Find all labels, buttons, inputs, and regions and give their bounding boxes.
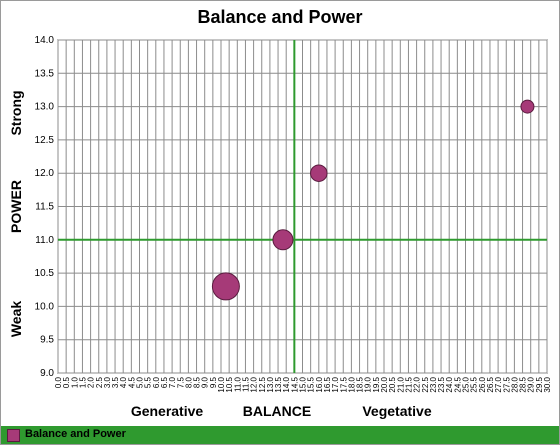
x-tick-label: 5.0	[136, 376, 145, 388]
x-tick-label: 8.0	[184, 376, 193, 388]
x-tick-label: 1.0	[70, 376, 79, 388]
x-tick-label: 6.5	[160, 376, 169, 388]
x-tick-label: 18.5	[356, 376, 365, 392]
x-tick-label: 20.0	[380, 376, 389, 392]
x-axis-label: BALANCE	[243, 403, 311, 419]
y-tick-label: 11.5	[35, 202, 54, 213]
x-tick-label: 17.0	[331, 376, 340, 392]
x-tick-label: 30.0	[543, 376, 552, 392]
x-tick-label: 0.0	[54, 376, 63, 388]
x-tick-label: 7.0	[168, 376, 177, 388]
x-tick-label: 5.5	[144, 376, 153, 388]
x-tick-label: 8.5	[193, 376, 202, 388]
x-tick-label: 14.0	[282, 376, 291, 392]
x-tick-label: 12.5	[258, 376, 267, 392]
y-tick-label: 13.5	[35, 68, 55, 79]
x-tick-label: 19.5	[372, 376, 381, 392]
x-tick-label: 4.5	[127, 376, 136, 388]
x-tick-label: 16.5	[323, 376, 332, 392]
x-tick-label: 24.5	[453, 376, 462, 392]
x-tick-label: 21.0	[396, 376, 405, 392]
y-tick-label: 10.5	[35, 268, 55, 279]
chart-title: Balance and Power	[197, 7, 363, 27]
x-tick-label: 13.0	[266, 376, 275, 392]
x-tick-label: 21.5	[404, 376, 413, 392]
reference-lines	[58, 40, 547, 373]
x-tick-label: 3.0	[103, 376, 112, 388]
x-tick-label: 25.5	[470, 376, 479, 392]
x-tick-label: 6.0	[152, 376, 161, 388]
x-tick-label: 20.5	[388, 376, 397, 392]
y-tick-label: 9.5	[40, 335, 54, 346]
y-tick-label: 11.0	[35, 235, 54, 246]
y-annotation-strong: Strong	[8, 90, 24, 135]
grid-lines	[57, 39, 548, 374]
y-tick-label: 14.0	[35, 35, 55, 46]
x-tick-label: 1.5	[78, 376, 87, 388]
x-tick-label: 11.5	[241, 376, 250, 392]
x-tick-label: 11.0	[233, 376, 242, 392]
y-tick-label: 12.5	[35, 135, 55, 146]
legend-swatch	[7, 429, 20, 442]
x-tick-label: 27.5	[502, 376, 511, 392]
x-tick-label: 9.5	[209, 376, 218, 388]
x-tick-label: 19.0	[364, 376, 373, 392]
x-tick-label: 25.0	[462, 376, 471, 392]
y-tick-labels: 9.0 9.5 10.0 10.5 11.0 11.5 12.0 12.5 13.0 13.5 14…	[35, 35, 55, 379]
x-tick-label: 26.5	[486, 376, 495, 392]
x-tick-label: 29.5	[535, 376, 544, 392]
y-tick-label: 13.0	[35, 102, 55, 113]
data-point	[272, 229, 294, 251]
data-point	[310, 164, 328, 182]
x-tick-label: 26.0	[478, 376, 487, 392]
x-tick-label: 2.5	[95, 376, 104, 388]
x-tick-label: 7.5	[176, 376, 185, 388]
y-tick-label: 12.0	[35, 168, 55, 179]
x-tick-label: 28.5	[519, 376, 528, 392]
x-tick-label: 10.5	[225, 376, 234, 392]
x-tick-label: 12.0	[250, 376, 259, 392]
x-tick-label: 28.0	[510, 376, 519, 392]
legend: Balance and Power	[1, 426, 559, 444]
x-tick-label: 14.5	[290, 376, 299, 392]
x-tick-labels: 0.0 0.5 1.0 1.5 2.0 2.5 3.0 3.5 4.0 4.5 5.0 5.5 6.0 6…	[54, 376, 552, 392]
x-annotation-vegetative: Vegetative	[362, 403, 431, 419]
y-tick-label: 10.0	[35, 301, 55, 312]
x-tick-label: 15.5	[307, 376, 316, 392]
y-tick-label: 9.0	[40, 368, 54, 379]
x-tick-label: 22.5	[421, 376, 430, 392]
data-point	[211, 272, 240, 301]
x-tick-label: 23.5	[437, 376, 446, 392]
data-points	[211, 99, 535, 301]
x-tick-label: 13.5	[274, 376, 283, 392]
x-tick-label: 22.0	[413, 376, 422, 392]
x-tick-label: 4.0	[119, 376, 128, 388]
legend-label: Balance and Power	[25, 428, 126, 440]
x-tick-label: 16.0	[315, 376, 324, 392]
data-point	[520, 99, 535, 114]
scatter-plot: 9.09.510.010.511.011.512.012.513.013.514…	[8, 35, 552, 419]
x-tick-label: 3.5	[111, 376, 120, 388]
x-tick-label: 17.5	[339, 376, 348, 392]
x-tick-label: 27.0	[494, 376, 503, 392]
x-tick-label: 9.0	[201, 376, 210, 388]
x-annotation-generative: Generative	[131, 403, 204, 419]
x-tick-label: 0.5	[62, 376, 71, 388]
x-tick-label: 18.0	[347, 376, 356, 392]
x-tick-label: 10.0	[217, 376, 226, 392]
y-annotation-weak: Weak	[8, 301, 24, 338]
x-tick-label: 2.0	[87, 376, 96, 388]
x-tick-label: 23.0	[429, 376, 438, 392]
y-axis-label: POWER	[8, 180, 24, 233]
x-tick-label: 24.0	[445, 376, 454, 392]
x-tick-label: 15.0	[299, 376, 308, 392]
x-tick-label: 29.0	[527, 376, 536, 392]
